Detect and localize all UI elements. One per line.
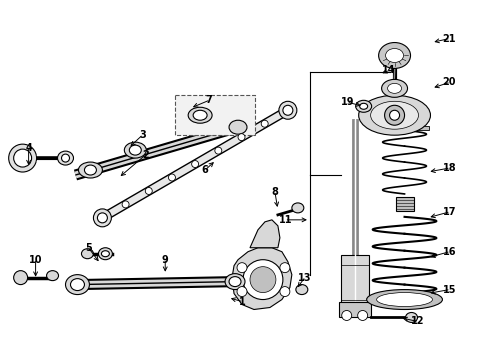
Text: 8: 8: [271, 187, 278, 197]
Bar: [340, 255, 368, 315]
Bar: [175, 95, 254, 135]
Bar: [379, 126, 428, 130]
Ellipse shape: [283, 106, 292, 115]
Ellipse shape: [65, 275, 89, 294]
Text: 12: 12: [410, 316, 424, 327]
Ellipse shape: [78, 162, 102, 178]
Text: 21: 21: [442, 33, 455, 44]
Polygon shape: [249, 220, 279, 248]
Ellipse shape: [129, 145, 141, 155]
Ellipse shape: [249, 267, 275, 293]
Ellipse shape: [385, 49, 403, 62]
Ellipse shape: [84, 165, 96, 175]
Text: 6: 6: [202, 165, 208, 175]
Ellipse shape: [366, 289, 442, 310]
Ellipse shape: [243, 260, 283, 300]
Ellipse shape: [224, 274, 244, 289]
Text: 18: 18: [442, 163, 455, 173]
Ellipse shape: [46, 271, 59, 280]
Ellipse shape: [283, 105, 292, 115]
Ellipse shape: [188, 107, 212, 123]
Ellipse shape: [357, 310, 367, 320]
Bar: [395, 197, 413, 211]
Ellipse shape: [291, 203, 303, 213]
Ellipse shape: [214, 147, 222, 154]
Ellipse shape: [279, 263, 289, 273]
Text: 3: 3: [139, 130, 145, 140]
Text: 13: 13: [298, 273, 311, 283]
Text: 11: 11: [279, 215, 292, 225]
Text: 17: 17: [442, 207, 455, 217]
Ellipse shape: [278, 101, 296, 119]
Text: 9: 9: [162, 255, 168, 265]
Ellipse shape: [389, 110, 399, 120]
Ellipse shape: [381, 80, 407, 97]
Ellipse shape: [193, 110, 207, 120]
Ellipse shape: [93, 209, 111, 227]
Ellipse shape: [405, 312, 417, 323]
Text: 7: 7: [205, 95, 212, 105]
Ellipse shape: [124, 142, 146, 158]
Ellipse shape: [145, 188, 152, 194]
Ellipse shape: [61, 154, 69, 162]
Ellipse shape: [238, 134, 244, 141]
Ellipse shape: [378, 42, 410, 68]
Text: 19: 19: [340, 97, 354, 107]
Ellipse shape: [191, 161, 198, 167]
Ellipse shape: [237, 263, 246, 273]
Ellipse shape: [98, 213, 107, 222]
Ellipse shape: [228, 120, 246, 134]
Ellipse shape: [14, 271, 27, 285]
Polygon shape: [100, 107, 289, 221]
Text: 20: 20: [442, 77, 455, 87]
Text: 2: 2: [142, 150, 148, 160]
Ellipse shape: [341, 310, 351, 320]
Ellipse shape: [261, 120, 267, 127]
Ellipse shape: [168, 174, 175, 181]
Ellipse shape: [98, 248, 112, 260]
Ellipse shape: [237, 287, 246, 297]
Ellipse shape: [97, 213, 107, 223]
Ellipse shape: [387, 84, 401, 93]
Ellipse shape: [295, 285, 307, 294]
Text: 16: 16: [442, 247, 455, 257]
Text: 1: 1: [238, 297, 245, 306]
Ellipse shape: [70, 279, 84, 291]
Ellipse shape: [14, 149, 32, 167]
Ellipse shape: [228, 276, 241, 287]
Ellipse shape: [359, 103, 367, 109]
Text: 10: 10: [29, 255, 42, 265]
Ellipse shape: [358, 95, 429, 135]
Ellipse shape: [279, 287, 289, 297]
Ellipse shape: [376, 293, 431, 306]
Ellipse shape: [58, 151, 73, 165]
Ellipse shape: [370, 101, 418, 129]
Text: 5: 5: [85, 243, 92, 253]
Text: 4: 4: [25, 143, 32, 153]
Text: 14: 14: [381, 66, 394, 76]
Ellipse shape: [355, 100, 371, 112]
Ellipse shape: [122, 201, 129, 208]
Ellipse shape: [384, 105, 404, 125]
Polygon shape: [232, 248, 291, 310]
Ellipse shape: [9, 144, 37, 172]
Bar: [338, 302, 370, 318]
Ellipse shape: [81, 249, 93, 259]
Text: 15: 15: [442, 284, 455, 294]
Ellipse shape: [101, 251, 109, 257]
